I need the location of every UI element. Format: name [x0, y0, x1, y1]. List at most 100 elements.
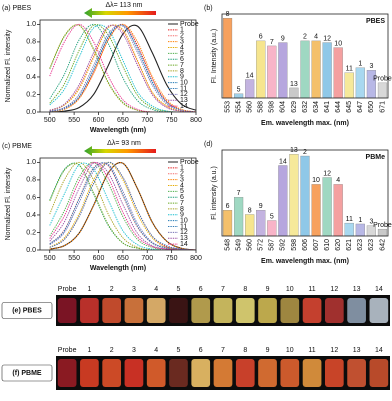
- bar: [344, 72, 354, 99]
- bar: [322, 42, 332, 99]
- legend-label: 10: [180, 218, 188, 225]
- y-tick-label: 0.2: [26, 91, 36, 98]
- sample-photo: [102, 298, 122, 323]
- bar: [300, 40, 310, 99]
- bar-label: 2: [303, 34, 307, 41]
- bar-label: 9: [281, 35, 285, 42]
- bar: [278, 165, 288, 237]
- bar: [311, 40, 321, 99]
- plot-frame: [221, 149, 389, 237]
- sample-photo: [57, 359, 77, 387]
- legend-label: Probe: [180, 159, 199, 166]
- bar: [300, 155, 310, 237]
- sample-label: 8: [243, 347, 247, 354]
- x-tick-label: 604: [280, 101, 287, 113]
- x-tick-label: 750: [166, 117, 178, 124]
- y-axis-label: FI. Intensity (a.u.): [211, 29, 218, 83]
- legend-label: 1: [180, 165, 184, 172]
- plot-frame: [39, 19, 197, 113]
- sample-photo: [80, 298, 99, 323]
- sample-label: 6: [199, 347, 203, 354]
- sample-label: 1: [87, 286, 91, 293]
- y-tick-label: 0.6: [26, 56, 36, 63]
- bar: [234, 197, 244, 237]
- bar-label: 6: [259, 34, 263, 41]
- sample-label: 2: [110, 286, 114, 293]
- sample-label: 4: [154, 347, 158, 354]
- sample-photo: [347, 298, 366, 323]
- x-tick-label: 650: [368, 101, 375, 113]
- spectrum-line: [49, 24, 196, 112]
- annotation: Δλ= 93 nm: [107, 140, 141, 147]
- x-tick-label: 620: [335, 239, 342, 251]
- bar-label: 8: [226, 11, 230, 18]
- x-tick-label: 700: [141, 117, 153, 124]
- x-tick-label: 642: [379, 239, 386, 251]
- legend-label: 2: [180, 33, 184, 40]
- bar-label: 9: [259, 203, 263, 210]
- sample-label: 12: [330, 347, 338, 354]
- legend-label: 12: [180, 229, 188, 236]
- bar: [278, 42, 288, 99]
- bar-label: 10: [334, 40, 342, 47]
- x-tick-label: 592: [280, 239, 287, 251]
- panel-label: (c) PBME: [2, 143, 32, 150]
- legend-label: 2: [180, 171, 184, 178]
- sample-label: 13: [353, 347, 361, 354]
- legend-label: 5: [180, 50, 184, 57]
- sample-photo: [191, 298, 211, 323]
- panel-label: (a) PBES: [2, 5, 32, 12]
- x-tick-label: 598: [269, 101, 276, 113]
- gradient-arrow: [84, 8, 156, 18]
- bar: [222, 210, 233, 237]
- legend-label: 14: [180, 103, 188, 110]
- x-tick-label: 606: [302, 239, 309, 251]
- x-tick-label: 621: [346, 239, 353, 251]
- bar: [311, 184, 321, 237]
- x-tick-label: 623: [368, 239, 375, 251]
- sample-photo: [213, 359, 233, 387]
- x-tick-label: 700: [141, 255, 153, 262]
- bar-label: 13: [290, 81, 298, 88]
- bar: [333, 184, 343, 237]
- x-tick-label: 550: [68, 117, 80, 124]
- y-axis-label: Normalized Fl. intensity: [5, 167, 12, 240]
- x-tick-label: 607: [313, 239, 320, 251]
- bar-label: 8: [248, 207, 252, 214]
- sample-photo: [258, 298, 277, 323]
- bar: [267, 45, 277, 99]
- sample-photo: [169, 359, 188, 387]
- sample-photo: [146, 359, 166, 387]
- y-axis-label: Fl. intensity (a.u.): [211, 166, 218, 220]
- sample-label: 1: [87, 347, 91, 354]
- inset-label: PBES: [366, 18, 385, 25]
- sample-label: 3: [132, 347, 136, 354]
- spectrum-line: [49, 24, 196, 112]
- spectrum-line: [49, 24, 196, 112]
- sample-photo: [235, 298, 255, 323]
- y-tick-label: 0.0: [26, 247, 36, 254]
- sample-photo: [235, 359, 255, 387]
- bar-label: 14: [246, 72, 254, 79]
- x-tick-label: 553: [224, 101, 231, 113]
- sample-label: 9: [266, 347, 270, 354]
- sample-label: 14: [375, 347, 383, 354]
- bar: [256, 40, 266, 99]
- legend-label: Probe: [180, 21, 199, 28]
- legend-label: 13: [180, 97, 188, 104]
- x-tick-label: 600: [93, 117, 105, 124]
- legend-label: 3: [180, 38, 184, 45]
- x-tick-label: 650: [117, 255, 129, 262]
- spectrum-line: [49, 23, 196, 112]
- spectrum-line: [49, 161, 196, 250]
- bar: [377, 228, 388, 237]
- x-tick-label: 549: [235, 239, 242, 251]
- sample-label: 10: [286, 286, 294, 293]
- sample-photo: [280, 359, 300, 387]
- x-tick-label: 560: [247, 101, 254, 113]
- annotation: Δλ= 113 nm: [105, 2, 142, 9]
- sample-label: Probe: [58, 347, 77, 354]
- x-tick-label: 647: [357, 101, 364, 113]
- x-tick-label: 600: [93, 255, 105, 262]
